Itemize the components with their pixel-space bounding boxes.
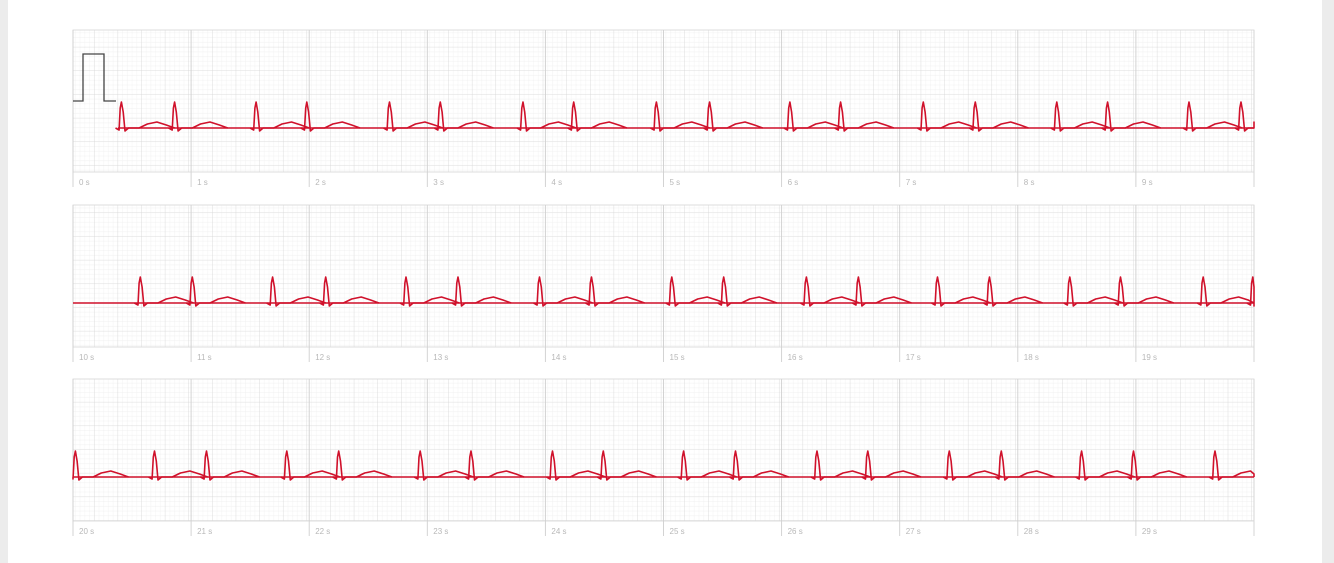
beat — [931, 276, 991, 307]
beat — [1208, 450, 1255, 481]
beat — [861, 450, 922, 481]
beat — [249, 101, 310, 132]
beat — [834, 101, 895, 132]
beat — [319, 276, 380, 307]
time-label: 23 s — [433, 527, 448, 536]
time-label: 10 s — [79, 353, 94, 362]
beat — [1182, 101, 1243, 132]
beat — [1127, 450, 1187, 481]
beat — [703, 101, 763, 132]
beat — [852, 276, 912, 307]
beat — [810, 450, 871, 481]
left-edge — [0, 0, 8, 563]
beat — [1234, 101, 1255, 132]
time-label: 29 s — [1142, 527, 1157, 536]
time-label: 8 s — [1024, 178, 1035, 187]
beat — [148, 450, 208, 481]
beat — [546, 450, 606, 481]
beat — [516, 101, 577, 132]
time-label: 3 s — [433, 178, 444, 187]
time-label: 16 s — [788, 353, 803, 362]
time-label: 15 s — [670, 353, 685, 362]
time-label: 27 s — [906, 527, 921, 536]
beat — [413, 450, 474, 481]
beat — [585, 276, 645, 307]
beat — [168, 101, 228, 132]
time-label: 11 s — [197, 353, 212, 362]
time-label: 28 s — [1024, 527, 1039, 536]
beat — [399, 276, 460, 307]
beat — [115, 101, 175, 132]
beat — [1050, 101, 1111, 132]
beat — [917, 101, 977, 132]
beat — [567, 101, 628, 132]
beat — [983, 276, 1043, 307]
beat — [800, 276, 860, 307]
right-edge — [1322, 0, 1334, 563]
beat — [72, 450, 129, 481]
beat — [134, 276, 194, 307]
beat — [434, 101, 494, 132]
time-label: 20 s — [79, 527, 94, 536]
beat — [186, 276, 246, 307]
time-label: 1 s — [197, 178, 208, 187]
time-label: 13 s — [433, 353, 448, 362]
time-label: 12 s — [315, 353, 330, 362]
time-label: 26 s — [788, 527, 803, 536]
beat — [1246, 276, 1255, 307]
time-label: 22 s — [315, 527, 330, 536]
time-label: 18 s — [1024, 353, 1039, 362]
beat — [1075, 450, 1135, 481]
beat — [332, 450, 393, 481]
time-label: 17 s — [906, 353, 921, 362]
beat — [1196, 276, 1255, 307]
beat — [451, 276, 512, 307]
beat — [783, 101, 844, 132]
beat — [280, 450, 341, 481]
beat — [665, 276, 726, 307]
beat — [1063, 276, 1124, 307]
time-label: 4 s — [551, 178, 562, 187]
beat — [1114, 276, 1174, 307]
beat — [650, 101, 710, 132]
time-label: 0 s — [79, 178, 90, 187]
time-label: 21 s — [197, 527, 212, 536]
time-label: 2 s — [315, 178, 326, 187]
time-label: 24 s — [551, 527, 566, 536]
time-label: 19 s — [1142, 353, 1157, 362]
ecg-strip: 20 s 21 s 22 s 23 s 24 s 25 s 26 s 27 s 28 s 29 s — [72, 378, 1255, 536]
beat — [677, 450, 737, 481]
beat — [943, 450, 1003, 481]
calibration-pulse — [73, 53, 116, 102]
beat — [597, 450, 657, 481]
time-label: 14 s — [551, 353, 566, 362]
time-label: 5 s — [670, 178, 681, 187]
ecg-strip: 10 s 11 s 12 s 13 s 14 s 15 s 16 s 17 s 18 s 19 s — [72, 204, 1255, 362]
beat — [464, 450, 525, 481]
ecg-strip: 0 s 1 s 2 s 3 s 4 s 5 s 6 s 7 s 8 s 9 s — [72, 29, 1255, 187]
beat — [1101, 101, 1161, 132]
beat — [533, 276, 593, 307]
time-label: 9 s — [1142, 178, 1153, 187]
beat — [300, 101, 361, 132]
time-label: 6 s — [788, 178, 799, 187]
beat — [717, 276, 778, 307]
beat — [729, 450, 789, 481]
beat — [266, 276, 326, 307]
time-label: 25 s — [670, 527, 685, 536]
beat — [995, 450, 1055, 481]
beat — [200, 450, 260, 481]
beat — [969, 101, 1029, 132]
beat — [383, 101, 443, 132]
time-label: 7 s — [906, 178, 917, 187]
